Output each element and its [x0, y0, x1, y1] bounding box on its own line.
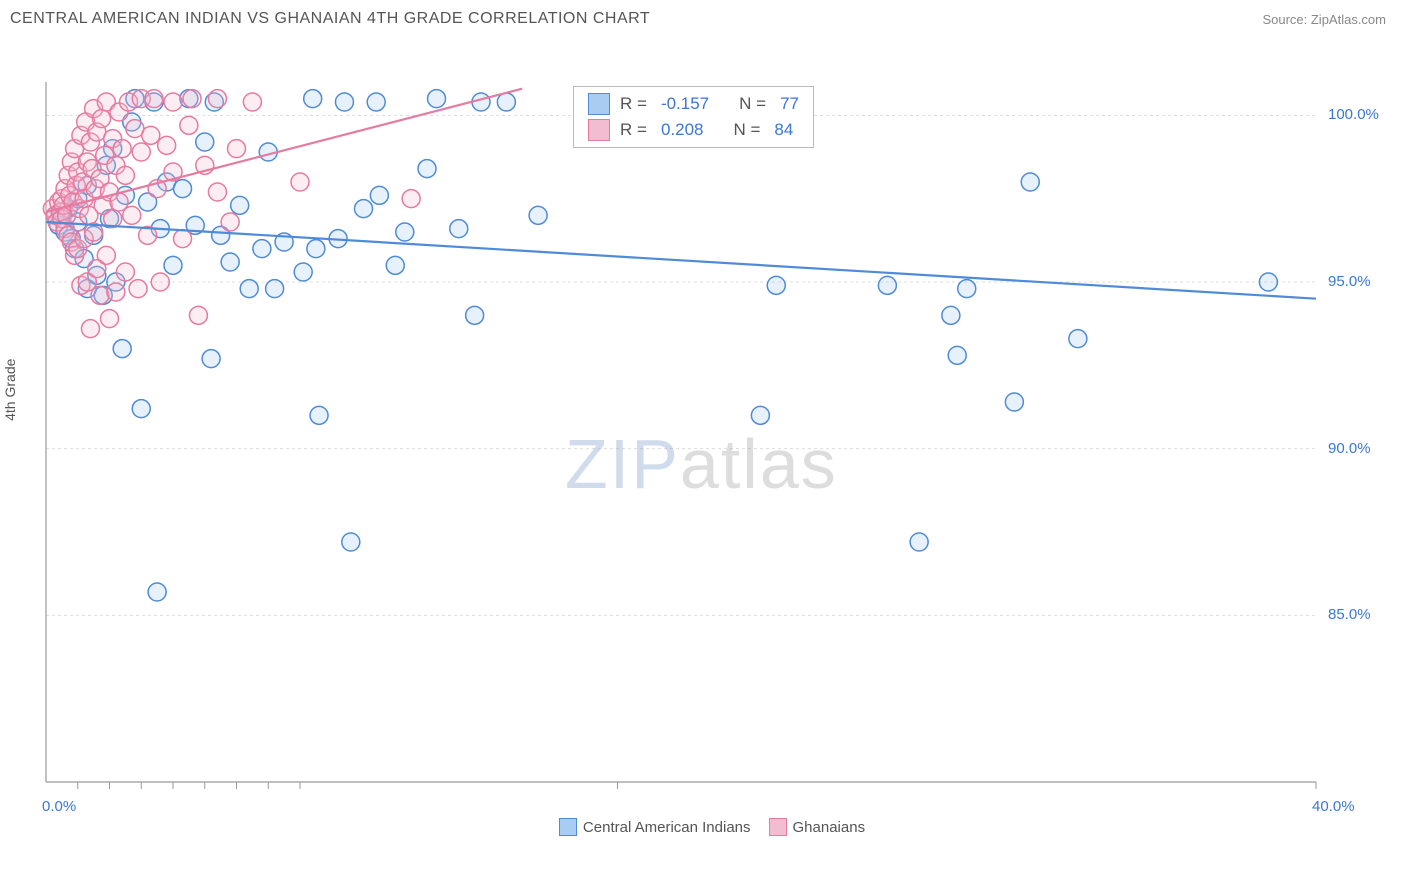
chart-header: CENTRAL AMERICAN INDIAN VS GHANAIAN 4TH …	[0, 0, 1406, 34]
stats-row: R = -0.157 N = 77	[574, 91, 813, 117]
source-prefix: Source:	[1262, 12, 1310, 27]
r-value: 0.208	[661, 120, 704, 140]
n-value: 77	[780, 94, 799, 114]
correlation-stats-box: R = -0.157 N = 77 R = 0.208 N = 84	[573, 86, 814, 148]
n-label: N =	[739, 94, 766, 114]
r-label: R =	[620, 94, 647, 114]
y-tick-label: 90.0%	[1328, 440, 1371, 457]
chart-title: CENTRAL AMERICAN INDIAN VS GHANAIAN 4TH …	[10, 10, 650, 28]
series-swatch	[588, 93, 610, 115]
scatter-chart	[0, 34, 1376, 842]
legend-label: Central American Indians	[583, 819, 751, 836]
legend: Central American Indians Ghanaians	[0, 818, 1406, 836]
x-tick-label: 0.0%	[42, 798, 76, 815]
source-attribution: Source: ZipAtlas.com	[1262, 12, 1386, 27]
x-tick-label: 40.0%	[1312, 798, 1355, 815]
source-link[interactable]: ZipAtlas.com	[1311, 12, 1386, 27]
legend-swatch	[559, 818, 577, 836]
n-label: N =	[733, 120, 760, 140]
y-tick-label: 85.0%	[1328, 606, 1371, 623]
legend-swatch	[769, 818, 787, 836]
y-tick-label: 95.0%	[1328, 273, 1371, 290]
stats-row: R = 0.208 N = 84	[574, 117, 813, 143]
r-value: -0.157	[661, 94, 709, 114]
legend-label: Ghanaians	[793, 819, 866, 836]
y-tick-label: 100.0%	[1328, 106, 1379, 123]
y-axis-label: 4th Grade	[2, 359, 18, 421]
series-swatch	[588, 119, 610, 141]
n-value: 84	[774, 120, 793, 140]
chart-area: 4th Grade ZIPatlas R = -0.157N = 77R = 0…	[0, 34, 1406, 854]
r-label: R =	[620, 120, 647, 140]
